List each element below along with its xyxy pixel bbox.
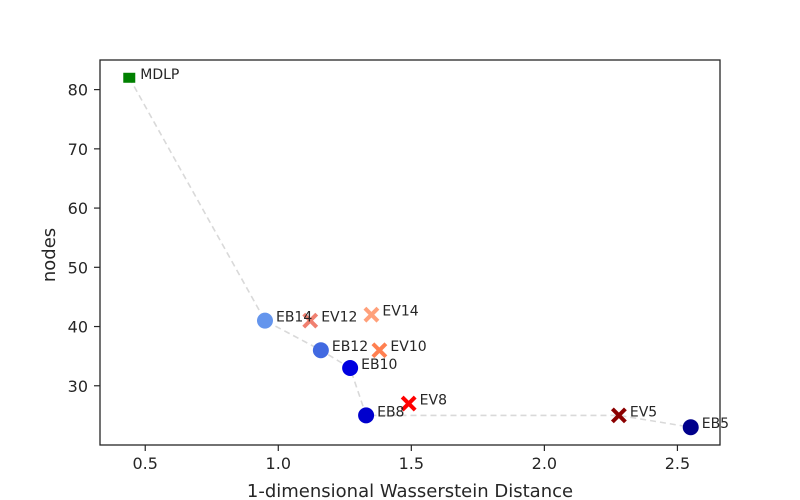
point-mdlp-label: MDLP [140, 67, 179, 83]
y-tick-label: 40 [68, 318, 88, 337]
point-ev5-label: EV5 [630, 404, 657, 420]
point-ev10-label: EV10 [390, 339, 426, 355]
point-ev14 [363, 306, 380, 323]
point-labels-layer: MDLP EB14 EB12 EB10 EB8 EB5 EV14 EV12 EV10 EV8 EV5 [140, 67, 729, 432]
y-axis-ticks: 30 40 50 60 70 80 [68, 81, 100, 396]
point-eb14-label: EB14 [276, 310, 312, 326]
point-ev14-label: EV14 [382, 304, 418, 320]
point-ev10 [371, 342, 388, 359]
x-tick-label: 1.0 [266, 454, 291, 473]
point-ev12-label: EV12 [321, 310, 357, 326]
point-eb12 [312, 342, 329, 359]
plot-area [99, 59, 721, 446]
point-eb10-label: EB10 [361, 357, 397, 373]
x-axis-label: 1-dimensional Wasserstein Distance [247, 481, 573, 500]
point-eb8 [358, 407, 375, 424]
y-tick-label: 70 [68, 140, 88, 159]
point-ev8-label: EV8 [420, 393, 447, 409]
point-ev5 [610, 407, 627, 424]
points-layer [123, 72, 699, 436]
y-tick-label: 80 [68, 81, 88, 100]
x-tick-label: 2.0 [532, 454, 557, 473]
x-axis-ticks: 0.5 1.0 1.5 2.0 2.5 [133, 445, 690, 473]
point-mdlp [123, 72, 136, 83]
x-tick-label: 0.5 [133, 454, 158, 473]
point-eb10 [342, 360, 359, 376]
y-axis-label: nodes [39, 228, 60, 282]
y-tick-label: 50 [68, 258, 88, 277]
y-tick-label: 30 [68, 377, 88, 396]
point-eb5-label: EB5 [702, 416, 729, 432]
x-tick-label: 2.5 [665, 454, 690, 473]
point-ev12 [302, 312, 319, 329]
point-eb14 [256, 312, 273, 329]
point-eb12-label: EB12 [332, 339, 368, 355]
point-eb5 [682, 419, 699, 436]
y-tick-label: 60 [68, 199, 88, 218]
x-tick-label: 1.5 [399, 454, 424, 473]
point-ev8 [400, 395, 417, 412]
point-eb8-label: EB8 [377, 404, 404, 420]
